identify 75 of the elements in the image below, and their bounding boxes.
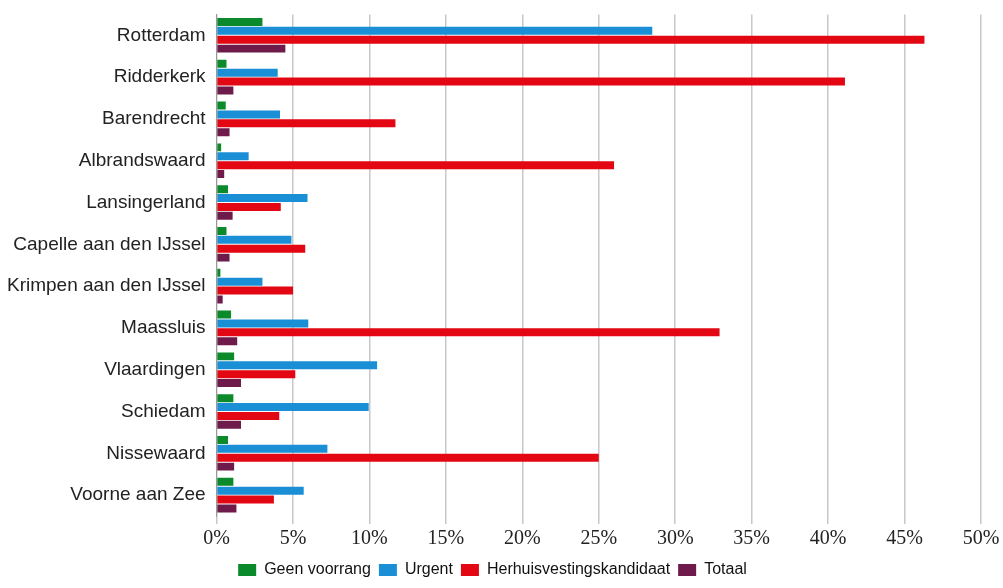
y-tick-label: Schiedam (121, 399, 206, 421)
bar (217, 161, 615, 170)
bar (217, 68, 278, 77)
x-tick-label: 50% (962, 526, 1000, 549)
bar (217, 119, 396, 128)
y-tick-label: Barendrecht (102, 107, 207, 129)
bar (217, 170, 225, 179)
bar (217, 420, 242, 429)
bar (217, 268, 221, 277)
bar (217, 59, 227, 68)
bar (217, 26, 653, 35)
x-tick-label: 20% (504, 526, 541, 549)
bar (217, 328, 720, 337)
bar (217, 211, 233, 220)
bar (217, 477, 234, 486)
legend-label: Geen voorrang (264, 560, 371, 578)
bar (217, 17, 263, 26)
y-tick-label: Ridderkerk (113, 65, 207, 87)
bar (217, 462, 235, 471)
y-tick-label: Voorne aan Zee (70, 483, 206, 505)
bar (217, 295, 223, 304)
bar (217, 235, 292, 244)
x-tick-label: 30% (656, 526, 694, 549)
y-tick-label: Vlaardingen (104, 357, 206, 379)
bar (217, 444, 328, 453)
legend-label: Totaal (704, 560, 747, 578)
bar (217, 403, 369, 412)
bar (217, 394, 234, 403)
bar (217, 453, 599, 462)
x-tick-label: 35% (733, 526, 770, 549)
bar (217, 486, 304, 495)
bar (217, 495, 274, 504)
bar (217, 152, 249, 161)
bar (217, 379, 242, 388)
bar (217, 244, 306, 253)
x-tick-label: 0% (203, 526, 230, 549)
bar (217, 504, 237, 513)
bar (217, 286, 293, 295)
legend-label: Herhuisvestingskandidaat (486, 560, 671, 578)
y-tick-label: Rotterdam (116, 23, 206, 45)
bar (217, 202, 281, 211)
bar (217, 319, 309, 328)
y-tick-label: Capelle aan den IJssel (13, 232, 206, 254)
bar (217, 128, 230, 137)
bar (217, 435, 229, 444)
y-tick-label: Albrandswaard (78, 148, 206, 170)
y-tick-label: Maassluis (121, 316, 206, 338)
bar (217, 277, 263, 286)
bar (217, 77, 845, 86)
y-tick-label: Lansingerland (86, 190, 206, 212)
bar (217, 110, 280, 119)
x-tick-label: 45% (886, 526, 923, 549)
x-tick-label: 25% (580, 526, 618, 549)
bar (217, 185, 229, 194)
bar (217, 35, 925, 44)
x-tick-label: 40% (809, 526, 847, 549)
bar (217, 86, 234, 95)
bar (217, 337, 238, 346)
bar (217, 253, 230, 262)
x-tick-label: 15% (427, 526, 465, 549)
bar (217, 352, 235, 361)
x-tick-label: 10% (351, 526, 388, 549)
x-tick-label: 5% (279, 526, 307, 549)
bar (217, 101, 226, 110)
bar (217, 44, 286, 53)
bar (217, 194, 308, 203)
bar (217, 226, 227, 235)
bar (217, 370, 296, 379)
bar (217, 143, 222, 152)
bar (217, 361, 378, 370)
bar (217, 310, 232, 319)
bar (217, 411, 280, 420)
y-tick-label: Nissewaard (106, 441, 206, 463)
y-tick-label: Krimpen aan den IJssel (6, 274, 206, 296)
legend-label: Urgent (404, 560, 454, 578)
